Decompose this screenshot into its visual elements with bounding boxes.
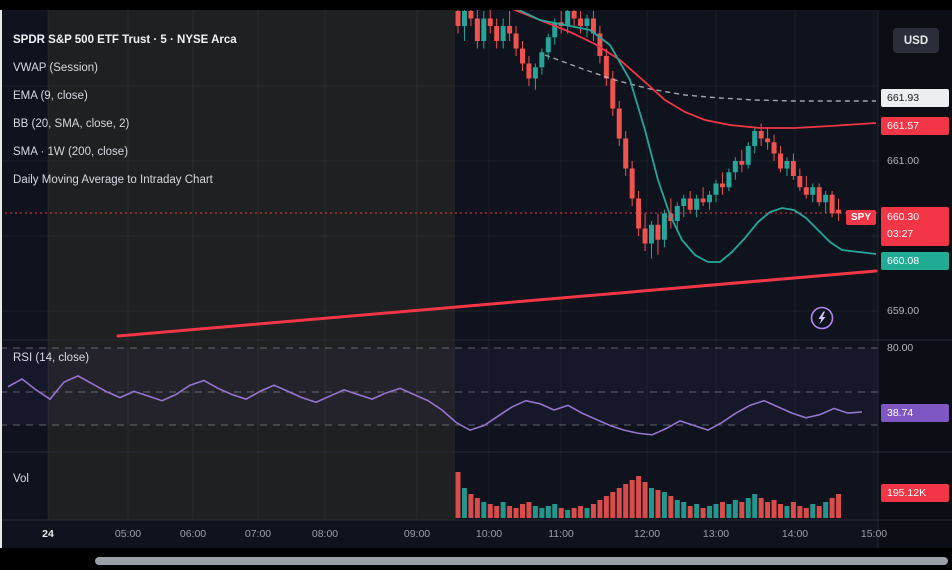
grid-lines	[0, 10, 878, 520]
legend-indicator-row[interactable]: SMA · 1W (200, close)	[13, 146, 129, 158]
ema-line	[517, 10, 877, 263]
instant-trading-button[interactable]	[806, 302, 838, 334]
horizontal-scrollbar[interactable]	[95, 557, 948, 565]
vwap-line	[512, 10, 877, 129]
chart-plot-background	[0, 10, 878, 548]
rsi-line	[7, 375, 863, 436]
legend-symbol-row[interactable]: SPDR S&P 500 ETF Trust · 5 · NYSE Arca	[13, 34, 237, 46]
legend-indicator-row[interactable]: EMA (9, close)	[13, 90, 88, 102]
bar-countdown: 03:27	[887, 228, 914, 240]
chart-legend: SPDR S&P 500 ETF Trust · 5 · NYSE Arca V…	[13, 26, 237, 194]
last-price-symbol-chip: SPY	[846, 210, 877, 225]
legend-indicator-row[interactable]: VWAP (Session)	[13, 62, 98, 74]
rsi-pane-label[interactable]: RSI (14, close)	[13, 352, 90, 364]
sma-200-line	[544, 54, 876, 102]
lightning-bolt-icon	[818, 311, 826, 325]
window-left-edge	[0, 10, 2, 548]
premarket-session-shade	[48, 10, 455, 520]
legend-indicator-row[interactable]: Daily Moving Average to Intraday Chart	[13, 174, 213, 186]
overlay-lines	[512, 10, 877, 263]
volume-pane-label[interactable]: Vol	[13, 473, 29, 485]
last-price-badge: 660.30 03:27	[881, 207, 949, 246]
legend-indicator-row[interactable]: BB (20, SMA, close, 2)	[13, 118, 130, 130]
trend-line[interactable]	[116, 269, 878, 338]
last-price-value: 660.30	[887, 211, 920, 223]
currency-toggle-button[interactable]: USD	[893, 28, 939, 53]
volume-series	[455, 472, 842, 518]
legend-indicator-list: VWAP (Session) EMA (9, close) BB (20, SMA,…	[13, 54, 237, 194]
rsi-band-fill	[0, 348, 878, 425]
candlestick-series	[455, 10, 842, 259]
